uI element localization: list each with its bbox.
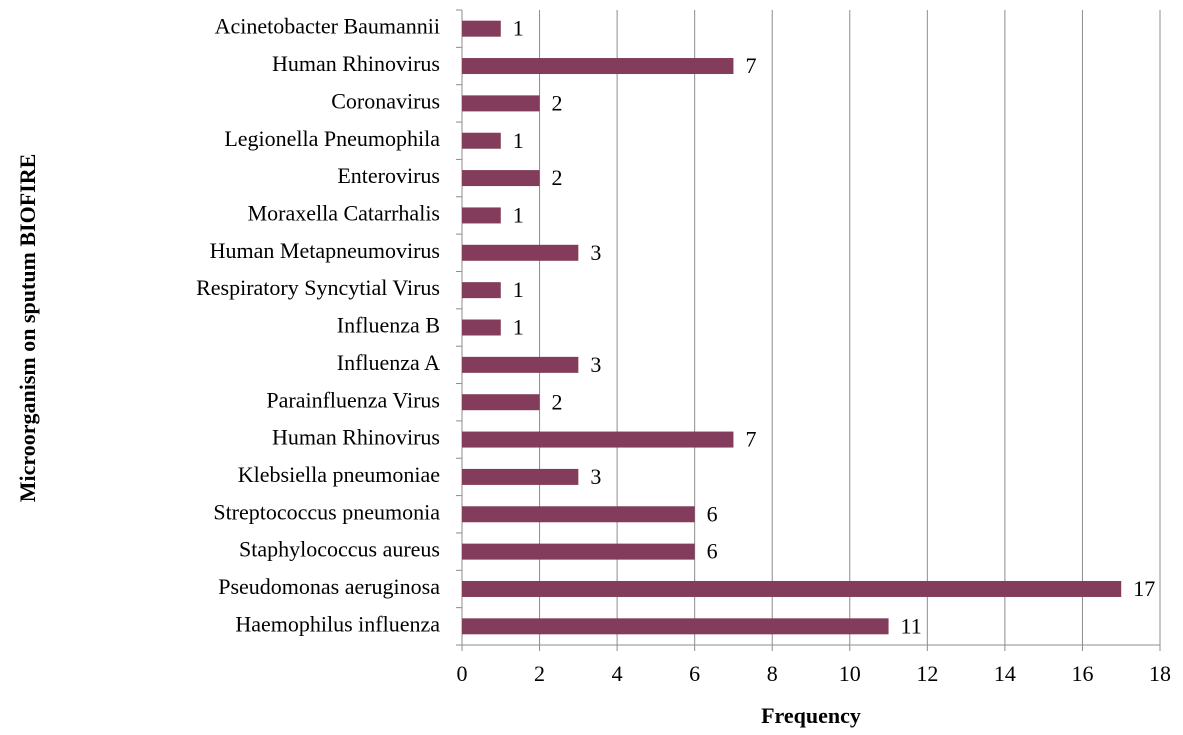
value-label: 7 xyxy=(745,427,756,452)
bar xyxy=(462,207,501,224)
y-tick-label: Human Rhinovirus xyxy=(272,425,440,450)
value-label: 3 xyxy=(590,464,601,489)
value-label: 11 xyxy=(901,613,922,638)
value-label: 1 xyxy=(513,202,524,227)
bar xyxy=(462,95,540,112)
y-tick-label: Enterovirus xyxy=(337,163,440,188)
y-tick-label: Human Rhinovirus xyxy=(272,51,440,76)
value-label: 1 xyxy=(513,16,524,41)
bar xyxy=(462,356,579,373)
value-label: 17 xyxy=(1133,576,1155,601)
x-tick-label: 8 xyxy=(767,661,778,686)
bar xyxy=(462,319,501,336)
bar xyxy=(462,543,695,560)
value-label: 1 xyxy=(513,315,524,340)
y-tick-label: Streptococcus pneumonia xyxy=(213,499,440,524)
x-tick-label: 14 xyxy=(994,661,1016,686)
value-label: 6 xyxy=(707,539,718,564)
value-label: 6 xyxy=(707,501,718,526)
bar xyxy=(462,132,501,149)
bar xyxy=(462,506,695,523)
y-tick-label: Human Metapneumovirus xyxy=(210,238,440,263)
x-tick-label: 0 xyxy=(457,661,468,686)
value-label: 2 xyxy=(552,389,563,414)
y-tick-label: Influenza A xyxy=(337,350,440,375)
y-tick-label: Klebsiella pneumoniae xyxy=(238,462,440,487)
bar xyxy=(462,394,540,411)
value-label: 3 xyxy=(590,240,601,265)
x-tick-label: 16 xyxy=(1071,661,1093,686)
bar xyxy=(462,58,734,75)
bar xyxy=(462,468,579,485)
bar xyxy=(462,244,579,261)
bar xyxy=(462,580,1122,597)
y-tick-label: Legionella Pneumophila xyxy=(224,126,440,151)
value-label: 1 xyxy=(513,128,524,153)
value-label: 7 xyxy=(745,53,756,78)
x-tick-label: 6 xyxy=(689,661,700,686)
x-tick-label: 10 xyxy=(839,661,861,686)
y-tick-label: Staphylococcus aureus xyxy=(239,537,440,562)
y-tick-label: Influenza B xyxy=(337,313,440,338)
y-axis-title: Microorganism on sputum BIOFIRE xyxy=(15,154,40,503)
y-tick-label: Pseudomonas aeruginosa xyxy=(218,574,440,599)
x-tick-label: 4 xyxy=(612,661,623,686)
y-tick-label: Moraxella Catarrhalis xyxy=(248,200,440,225)
x-tick-label: 2 xyxy=(534,661,545,686)
bar xyxy=(462,431,734,448)
y-tick-label: Parainfluenza Virus xyxy=(266,387,440,412)
y-tick-label: Respiratory Syncytial Virus xyxy=(196,275,440,300)
value-label: 2 xyxy=(552,90,563,115)
x-tick-label: 18 xyxy=(1149,661,1171,686)
y-tick-label: Acinetobacter Baumannii xyxy=(215,14,440,39)
value-label: 3 xyxy=(590,352,601,377)
bar xyxy=(462,618,889,635)
value-label: 2 xyxy=(552,165,563,190)
y-tick-label: Haemophilus influenza xyxy=(235,611,440,636)
value-label: 1 xyxy=(513,277,524,302)
bar xyxy=(462,170,540,187)
x-axis-title: Frequency xyxy=(761,703,861,728)
y-tick-label: Coronavirus xyxy=(331,88,440,113)
bar xyxy=(462,20,501,37)
bar xyxy=(462,282,501,299)
x-tick-label: 12 xyxy=(916,661,938,686)
